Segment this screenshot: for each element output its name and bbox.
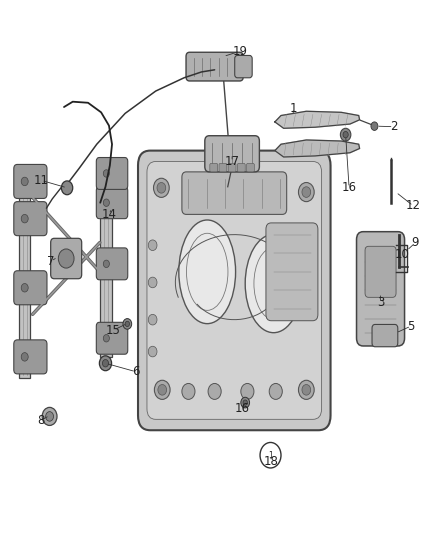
- FancyBboxPatch shape: [96, 158, 128, 189]
- Circle shape: [343, 132, 348, 138]
- Circle shape: [21, 177, 28, 185]
- FancyBboxPatch shape: [205, 136, 259, 172]
- FancyBboxPatch shape: [147, 161, 321, 419]
- Circle shape: [298, 380, 314, 399]
- Circle shape: [158, 384, 166, 395]
- Text: 10: 10: [395, 248, 410, 261]
- Polygon shape: [275, 111, 360, 128]
- FancyBboxPatch shape: [186, 52, 243, 81]
- Circle shape: [21, 353, 28, 361]
- Text: 17: 17: [225, 155, 240, 168]
- Text: 19: 19: [233, 45, 247, 58]
- Text: 8: 8: [37, 414, 45, 427]
- Circle shape: [46, 411, 53, 421]
- FancyBboxPatch shape: [96, 187, 128, 219]
- Circle shape: [243, 400, 247, 405]
- Circle shape: [241, 383, 254, 399]
- FancyBboxPatch shape: [14, 201, 47, 236]
- Circle shape: [99, 356, 112, 370]
- Circle shape: [208, 383, 221, 399]
- Circle shape: [148, 277, 157, 288]
- FancyBboxPatch shape: [247, 164, 254, 172]
- FancyBboxPatch shape: [14, 271, 47, 305]
- Circle shape: [154, 380, 170, 399]
- FancyBboxPatch shape: [357, 232, 405, 346]
- FancyBboxPatch shape: [182, 172, 287, 214]
- Ellipse shape: [245, 235, 302, 333]
- Circle shape: [241, 397, 250, 408]
- Circle shape: [123, 319, 132, 329]
- Circle shape: [157, 182, 166, 193]
- FancyBboxPatch shape: [96, 322, 128, 354]
- Polygon shape: [19, 165, 30, 378]
- Circle shape: [103, 199, 110, 206]
- Circle shape: [21, 284, 28, 292]
- Circle shape: [103, 260, 110, 268]
- FancyBboxPatch shape: [51, 238, 81, 279]
- Text: 15: 15: [106, 324, 121, 337]
- FancyBboxPatch shape: [266, 223, 318, 321]
- Circle shape: [148, 314, 157, 325]
- Circle shape: [61, 181, 73, 195]
- Circle shape: [102, 360, 109, 367]
- FancyBboxPatch shape: [237, 164, 245, 172]
- Circle shape: [371, 122, 378, 131]
- Text: 14: 14: [102, 208, 117, 221]
- FancyBboxPatch shape: [372, 325, 398, 347]
- Circle shape: [269, 383, 283, 399]
- Text: 16: 16: [342, 181, 357, 195]
- Circle shape: [103, 169, 110, 177]
- Circle shape: [302, 187, 311, 197]
- Text: 1: 1: [268, 451, 273, 461]
- Circle shape: [153, 178, 169, 197]
- FancyBboxPatch shape: [14, 165, 47, 198]
- Circle shape: [302, 384, 311, 395]
- Circle shape: [148, 240, 157, 251]
- Polygon shape: [275, 140, 360, 157]
- Circle shape: [42, 407, 57, 425]
- FancyBboxPatch shape: [14, 340, 47, 374]
- Text: 18: 18: [264, 455, 279, 468]
- Circle shape: [260, 442, 281, 468]
- Ellipse shape: [179, 220, 236, 324]
- FancyBboxPatch shape: [365, 246, 396, 297]
- Circle shape: [21, 214, 28, 223]
- Text: 7: 7: [47, 255, 55, 268]
- Text: 16: 16: [234, 402, 249, 415]
- Circle shape: [182, 383, 195, 399]
- Circle shape: [125, 321, 130, 327]
- Text: 9: 9: [412, 236, 419, 249]
- FancyBboxPatch shape: [228, 164, 236, 172]
- FancyBboxPatch shape: [219, 164, 227, 172]
- FancyBboxPatch shape: [235, 55, 252, 78]
- Text: 12: 12: [406, 199, 421, 212]
- Circle shape: [148, 346, 157, 357]
- Circle shape: [103, 335, 110, 342]
- Text: 11: 11: [34, 174, 49, 187]
- Text: 3: 3: [377, 296, 384, 309]
- Circle shape: [58, 249, 74, 268]
- Text: 5: 5: [407, 320, 415, 333]
- Text: 2: 2: [390, 120, 397, 133]
- Circle shape: [340, 128, 351, 141]
- FancyBboxPatch shape: [138, 151, 331, 430]
- Text: 1: 1: [290, 102, 297, 115]
- Circle shape: [298, 182, 314, 201]
- FancyBboxPatch shape: [96, 248, 128, 280]
- Polygon shape: [100, 165, 112, 357]
- FancyBboxPatch shape: [210, 164, 218, 172]
- Text: 6: 6: [132, 365, 140, 378]
